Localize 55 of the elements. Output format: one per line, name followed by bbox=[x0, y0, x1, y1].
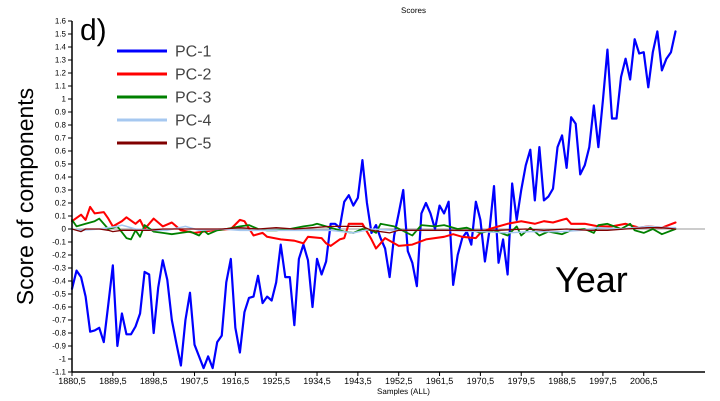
y-tick-label: 1.6 bbox=[54, 16, 67, 26]
line-series bbox=[70, 206, 677, 250]
y-tick-label: -0.3 bbox=[52, 264, 67, 273]
legend-label: PC-4 bbox=[175, 112, 212, 130]
chart-title: Scores bbox=[401, 6, 426, 15]
y-tick-label: -0.1 bbox=[52, 238, 67, 247]
x-tick-label: 1979,5 bbox=[507, 376, 535, 386]
x-tick-label: 1988,5 bbox=[548, 376, 576, 386]
y-tick-label: 0.9 bbox=[54, 108, 67, 117]
x-tick-label: 1889,5 bbox=[99, 376, 127, 386]
y-tick-label: 0.5 bbox=[54, 160, 67, 169]
y-tick-label: -0.6 bbox=[52, 302, 67, 312]
y-tick-label: 0.8 bbox=[54, 120, 67, 130]
x-tick-label: 1934,5 bbox=[303, 376, 331, 386]
y-tick-label: 0.7 bbox=[54, 134, 67, 143]
line-series bbox=[71, 218, 676, 240]
x-tick-label: 1961,5 bbox=[426, 376, 454, 386]
y-tick-label: -1.1 bbox=[52, 368, 67, 377]
legend-label: PC-2 bbox=[175, 66, 212, 84]
legend-label: PC-5 bbox=[175, 136, 212, 153]
x-tick-label: 1997,5 bbox=[589, 376, 617, 386]
y-axis-title: Score of components bbox=[12, 88, 38, 306]
y-tick-label: 1.3 bbox=[54, 56, 67, 65]
annotation: d) bbox=[80, 14, 107, 47]
y-tick-label: 0.3 bbox=[54, 186, 67, 195]
legend-label: PC-3 bbox=[175, 90, 212, 107]
y-tick-label: -0.8 bbox=[52, 328, 67, 338]
y-tick-label: -0.2 bbox=[52, 250, 67, 260]
x-tick-label: 1970,5 bbox=[466, 376, 494, 386]
x-tick-label: 1952,5 bbox=[384, 376, 412, 386]
x-axis-title: Samples (ALL) bbox=[377, 387, 430, 396]
y-tick-label: -0.9 bbox=[52, 342, 67, 351]
annotation: Year bbox=[555, 259, 628, 300]
y-tick-label: 0 bbox=[62, 224, 67, 234]
x-tick-label: 1880,5 bbox=[58, 376, 86, 386]
legend-label: PC-1 bbox=[175, 44, 212, 61]
y-tick-label: 1.2 bbox=[54, 68, 67, 78]
y-tick-label: -0.7 bbox=[52, 316, 67, 325]
x-tick-label: 1916,5 bbox=[222, 376, 250, 386]
x-tick-label: 1907,5 bbox=[180, 376, 208, 386]
y-tick-label: 1.4 bbox=[54, 42, 67, 52]
y-tick-label: 0.1 bbox=[54, 212, 67, 221]
y-tick-label: 1 bbox=[62, 94, 67, 104]
y-tick-label: -0.4 bbox=[52, 276, 67, 286]
y-tick-label: 0.4 bbox=[54, 172, 67, 182]
x-tick-label: 1943,5 bbox=[344, 376, 372, 386]
y-tick-label: -0.5 bbox=[52, 290, 67, 299]
y-tick-label: 1.1 bbox=[54, 82, 67, 91]
x-tick-label: 1898,5 bbox=[140, 376, 168, 386]
y-tick-label: -1 bbox=[58, 354, 67, 364]
x-tick-label: 1925,5 bbox=[262, 376, 290, 386]
y-tick-label: 0.2 bbox=[54, 198, 67, 208]
y-tick-label: 0.6 bbox=[54, 146, 67, 156]
y-tick-label: 1.5 bbox=[54, 30, 67, 39]
x-tick-label: 2006,5 bbox=[630, 376, 658, 386]
